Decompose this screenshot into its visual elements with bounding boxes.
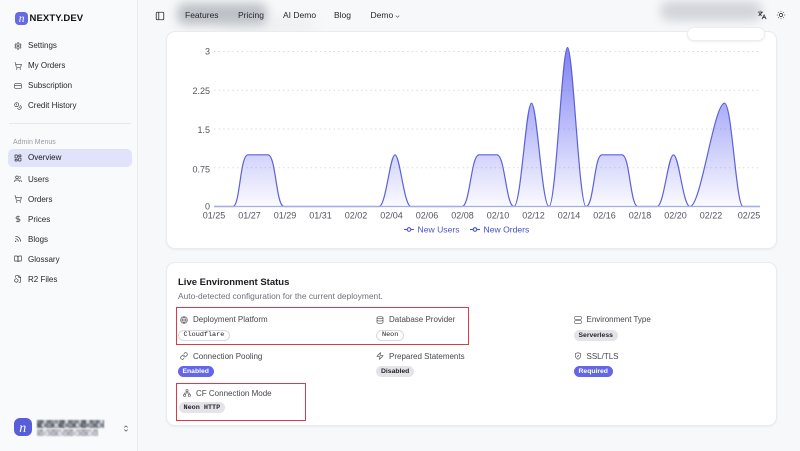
svg-text:0: 0 — [205, 202, 210, 212]
svg-text:01/29: 01/29 — [274, 211, 297, 221]
svg-text:2.25: 2.25 — [192, 86, 210, 96]
svg-text:02/20: 02/20 — [664, 211, 687, 221]
svg-text:02/25: 02/25 — [738, 211, 761, 221]
svg-text:02/02: 02/02 — [345, 211, 368, 221]
svg-text:n: n — [19, 420, 26, 435]
svg-text:02/16: 02/16 — [593, 211, 616, 221]
svg-text:02/04: 02/04 — [380, 211, 403, 221]
svg-text:02/06: 02/06 — [416, 211, 439, 221]
svg-text:01/27: 01/27 — [238, 211, 261, 221]
svg-text:n: n — [19, 13, 25, 25]
svg-text:0.75: 0.75 — [192, 165, 210, 175]
svg-text:01/31: 01/31 — [309, 211, 332, 221]
svg-text:1.5: 1.5 — [197, 125, 210, 135]
svg-text:02/12: 02/12 — [522, 211, 545, 221]
svg-text:02/18: 02/18 — [629, 211, 652, 221]
svg-text:02/22: 02/22 — [700, 211, 723, 221]
svg-text:3: 3 — [205, 47, 210, 57]
svg-text:02/10: 02/10 — [487, 211, 510, 221]
svg-text:New Orders: New Orders — [484, 225, 530, 235]
svg-text:02/14: 02/14 — [558, 211, 581, 221]
svg-text:New Users: New Users — [418, 225, 460, 235]
svg-text:01/25: 01/25 — [203, 211, 226, 221]
svg-text:02/08: 02/08 — [451, 211, 474, 221]
